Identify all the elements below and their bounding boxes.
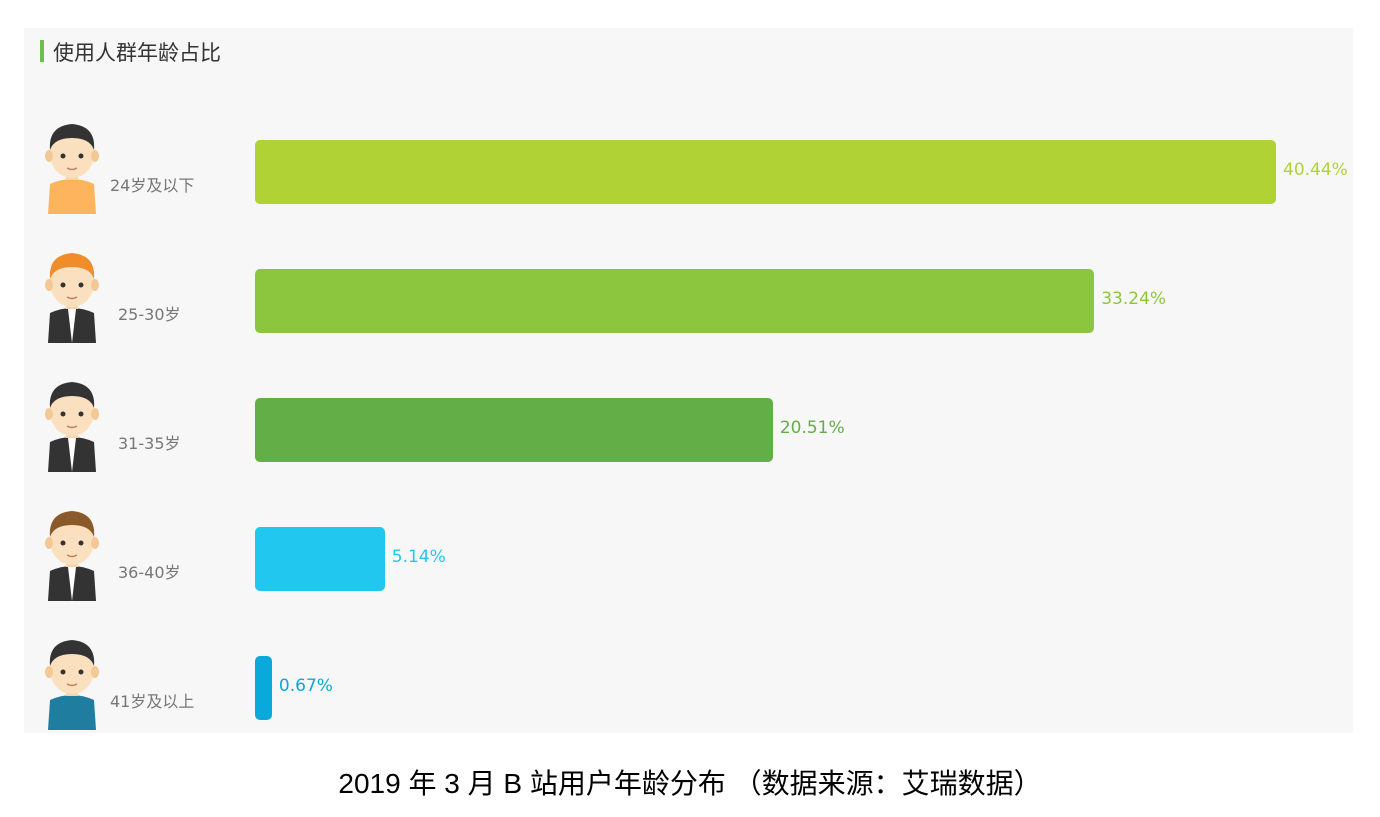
chart-title: 使用人群年龄占比 (53, 41, 221, 65)
value-label: 20.51% (779, 418, 845, 438)
person-avatar-icon (40, 634, 104, 730)
person-avatar-icon (40, 247, 104, 343)
bar-row: 36-40岁 5.14% (0, 507, 1380, 607)
category-label: 41岁及以上 (110, 692, 195, 711)
category-label: 31-35岁 (118, 434, 181, 453)
bar-row: 31-35岁 20.51% (0, 378, 1380, 478)
bar-row: 41岁及以上 0.67% (0, 636, 1380, 736)
value-label: 40.44% (1283, 160, 1348, 180)
category-label: 36-40岁 (118, 563, 181, 582)
bar (255, 269, 1095, 333)
bar-row: 24岁及以下 40.44% (0, 120, 1380, 220)
bar (255, 140, 1276, 204)
figure-caption: 2019 年 3 月 B 站用户年龄分布 （数据来源：艾瑞数据） (338, 768, 1042, 799)
person-avatar-icon (40, 118, 104, 214)
category-label: 25-30岁 (118, 305, 181, 324)
value-label: 0.67% (278, 676, 333, 696)
value-label: 5.14% (391, 547, 446, 567)
bar (255, 398, 773, 462)
person-avatar-icon (40, 376, 104, 472)
category-label: 24岁及以下 (110, 176, 195, 195)
person-avatar-icon (40, 505, 104, 601)
value-label: 33.24% (1101, 289, 1167, 309)
bar (255, 656, 272, 720)
title-accent-bar (40, 40, 44, 62)
bar-row: 25-30岁 33.24% (0, 249, 1380, 349)
bar (255, 527, 385, 591)
